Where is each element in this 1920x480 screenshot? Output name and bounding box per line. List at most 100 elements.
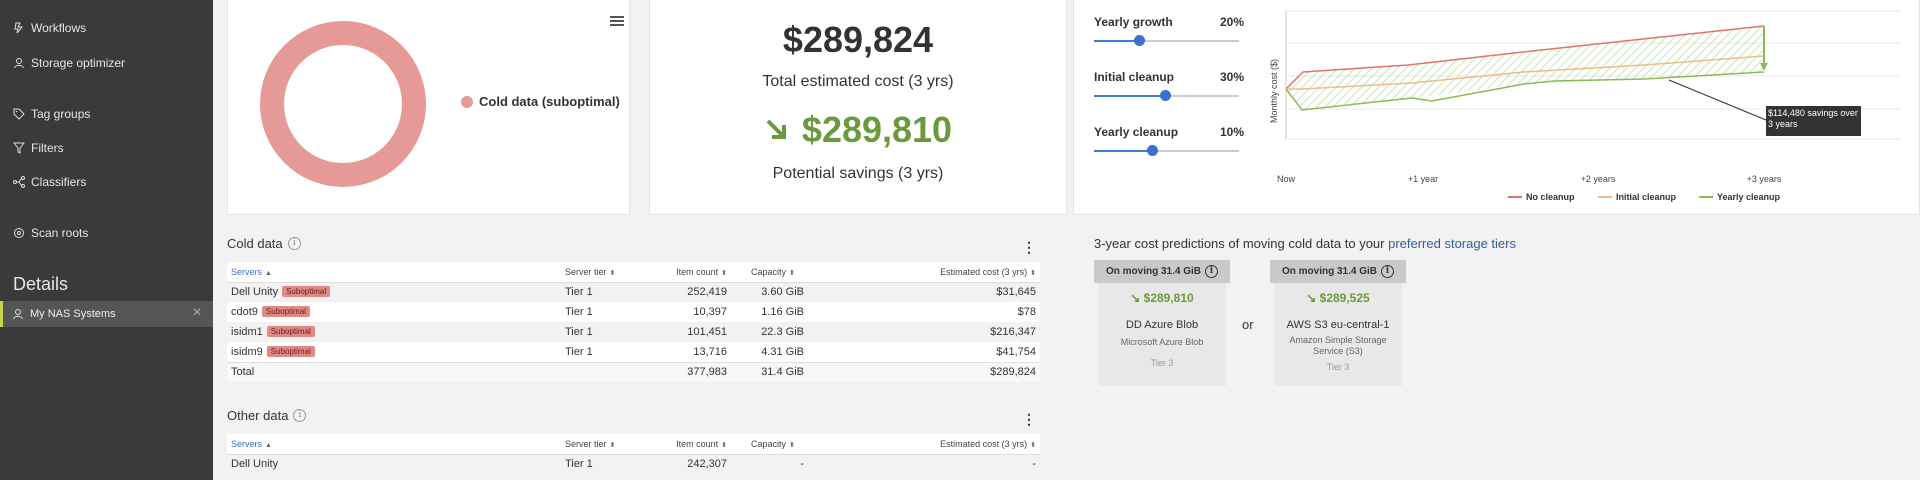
column-header-item-count[interactable]: Item count ⬍ <box>651 262 731 283</box>
cell-server: isidm9 Suboptimal <box>227 342 561 362</box>
table-row[interactable]: cdot9 Suboptimal Tier 1 10,397 1.16 GiB $… <box>227 302 1040 322</box>
x-axis-ticks: Now +1 year +2 years +3 years <box>1277 174 1782 184</box>
suboptimal-badge: Suboptimal <box>266 345 315 357</box>
sidebar-item-scan-roots[interactable]: Scan roots <box>0 220 213 246</box>
prediction-saving: ↘ $289,525 <box>1306 291 1370 305</box>
column-header-estimated-cost[interactable]: Estimated cost (3 yrs) ⬍ <box>808 262 1040 283</box>
series-line-yearly-cleanup <box>1285 71 1765 111</box>
section-title-text: Cold data <box>227 236 283 251</box>
savings-label: Potential savings (3 yrs) <box>772 165 944 182</box>
cold-data-title: Cold data i <box>227 236 301 251</box>
cell-item-count: 252,419 <box>651 282 731 302</box>
suboptimal-badge: Suboptimal <box>282 286 331 298</box>
cell-server: cdot9 Suboptimal <box>227 302 561 322</box>
sidebar-item-label: Classifiers <box>31 175 87 189</box>
details-heading: Details <box>13 274 69 294</box>
prediction-target-type: Amazon Simple Storage Service (S3) <box>1289 335 1387 356</box>
column-header-servers[interactable]: Servers ▲ <box>227 434 561 455</box>
column-header-estimated-cost[interactable]: Estimated cost (3 yrs) ⬍ <box>808 434 1040 455</box>
prediction-saving: ↘ $289,810 <box>1130 291 1194 305</box>
info-icon[interactable]: i <box>293 409 307 422</box>
legend-item[interactable]: Initial cleanup <box>1598 192 1677 202</box>
slider-track[interactable] <box>1094 145 1239 156</box>
user-icon <box>12 56 26 70</box>
slider-track[interactable] <box>1094 35 1239 46</box>
donut-legend-item[interactable]: Cold data (suboptimal) <box>461 94 620 109</box>
cell-tier <box>561 361 651 382</box>
slider-fill <box>1094 40 1139 42</box>
series-line-no-cleanup <box>1285 25 1765 90</box>
sidebar-item-my-nas-systems[interactable]: My NAS Systems × <box>0 301 213 327</box>
sidebar-item-filters[interactable]: Filters <box>0 135 213 161</box>
slider-thumb[interactable] <box>1160 90 1172 101</box>
legend-item[interactable]: Yearly cleanup <box>1699 192 1781 202</box>
cell-tier: Tier 1 <box>561 322 651 342</box>
slider-thumb[interactable] <box>1133 35 1145 46</box>
table-row[interactable]: Dell Unity Tier 1 242,307 - - <box>227 454 1040 474</box>
cold-data-menu-icon[interactable]: ⋮ <box>1022 239 1036 255</box>
column-header-server-tier[interactable]: Server tier ⬍ <box>561 262 651 283</box>
annotation-box <box>1766 106 1861 136</box>
prediction-tab-1: On moving 31.4 GiB i <box>1094 260 1230 283</box>
cell-item-count: 377,983 <box>651 361 731 382</box>
legend-label: No cleanup <box>1526 192 1575 202</box>
column-header-capacity[interactable]: Capacity ⬍ <box>731 262 808 283</box>
sidebar-item-classifiers[interactable]: Classifiers <box>0 169 213 195</box>
cold-data-donut-card: Cold data (suboptimal) <box>227 0 630 215</box>
cell-server: Dell Unity Suboptimal <box>227 282 561 302</box>
prediction-target-type: Microsoft Azure Blob <box>1120 337 1204 347</box>
slider-fill <box>1094 95 1166 97</box>
info-icon[interactable]: i <box>287 237 301 250</box>
prediction-card-dd-azure-blob[interactable]: ↘ $289,810 DD Azure Blob Microsoft Azure… <box>1098 283 1226 386</box>
slider-fill <box>1094 150 1152 152</box>
sidebar-item-tag-groups[interactable]: Tag groups <box>0 101 213 127</box>
table-row[interactable]: Dell Unity Suboptimal Tier 1 252,419 3.60… <box>227 282 1040 302</box>
cell-capacity: 3.60 GiB <box>731 282 808 302</box>
sidebar-item-label: My NAS Systems <box>30 308 116 320</box>
series-line-initial-cleanup <box>1286 55 1765 90</box>
sidebar-item-label: Scan roots <box>31 226 89 240</box>
sidebar-item-label: Tag groups <box>31 107 91 121</box>
sidebar: Workflows Storage optimizer Tag groups F… <box>0 0 213 480</box>
scan-icon <box>12 226 26 240</box>
prediction-card-aws-s3[interactable]: ↘ $289,525 AWS S3 eu-central-1 Amazon Si… <box>1274 283 1402 386</box>
column-header-server-tier[interactable]: Server tier ⬍ <box>561 434 651 455</box>
prediction-target-name: DD Azure Blob <box>1125 319 1199 331</box>
legend-item[interactable]: No cleanup <box>1508 192 1575 202</box>
sidebar-item-workflows[interactable]: Workflows <box>0 15 213 41</box>
cell-capacity: 4.31 GiB <box>731 342 808 362</box>
slider-thumb[interactable] <box>1147 145 1158 156</box>
info-icon[interactable]: i <box>1205 265 1219 278</box>
cell-cost: $216,347 <box>808 322 1040 342</box>
cell-capacity: 1.16 GiB <box>731 302 808 322</box>
table-row[interactable]: isidm9 Suboptimal Tier 1 13,716 4.31 GiB … <box>227 342 1040 362</box>
column-header-capacity[interactable]: Capacity ⬍ <box>731 434 808 455</box>
cell-cost: - <box>808 454 1040 474</box>
user-icon <box>12 308 24 320</box>
cost-summary-card: $289,824 Total estimated cost (3 yrs) $2… <box>649 0 1067 215</box>
annotation-pointer <box>1668 79 1767 121</box>
suboptimal-badge: Suboptimal <box>266 326 315 337</box>
slider-track[interactable] <box>1094 90 1239 101</box>
preferred-storage-tiers-link[interactable]: preferred storage tiers <box>1388 236 1516 251</box>
cell-server: Dell Unity <box>227 454 561 474</box>
suboptimal-badge: Suboptimal <box>261 306 310 317</box>
cell-tier: Tier 1 <box>561 342 651 362</box>
slider-value: 10% <box>1219 125 1244 139</box>
table-row[interactable]: isidm1 Suboptimal Tier 1 101,451 22.3 GiB… <box>227 322 1040 342</box>
prediction-target-tier: Tier 3 <box>1150 358 1174 368</box>
sidebar-item-label: Storage optimizer <box>31 56 126 70</box>
predictions-title: 3-year cost predictions of moving cold d… <box>1094 236 1516 251</box>
other-data-menu-icon[interactable]: ⋮ <box>1022 411 1036 427</box>
x-tick-label: +1 year <box>1408 174 1438 184</box>
column-header-servers[interactable]: Servers ▲ <box>227 262 561 283</box>
info-icon[interactable]: i <box>1381 265 1395 278</box>
cell-item-count: 13,716 <box>651 342 731 362</box>
chart-menu-icon[interactable] <box>610 15 624 27</box>
prediction-tab-label: On moving 31.4 GiB <box>1105 266 1202 277</box>
cell-cost: $289,824 <box>808 361 1040 382</box>
close-icon[interactable]: × <box>192 304 202 321</box>
sidebar-item-storage-optimizer[interactable]: Storage optimizer <box>0 50 213 76</box>
column-header-item-count[interactable]: Item count ⬍ <box>651 434 731 455</box>
or-label: or <box>1242 317 1254 332</box>
